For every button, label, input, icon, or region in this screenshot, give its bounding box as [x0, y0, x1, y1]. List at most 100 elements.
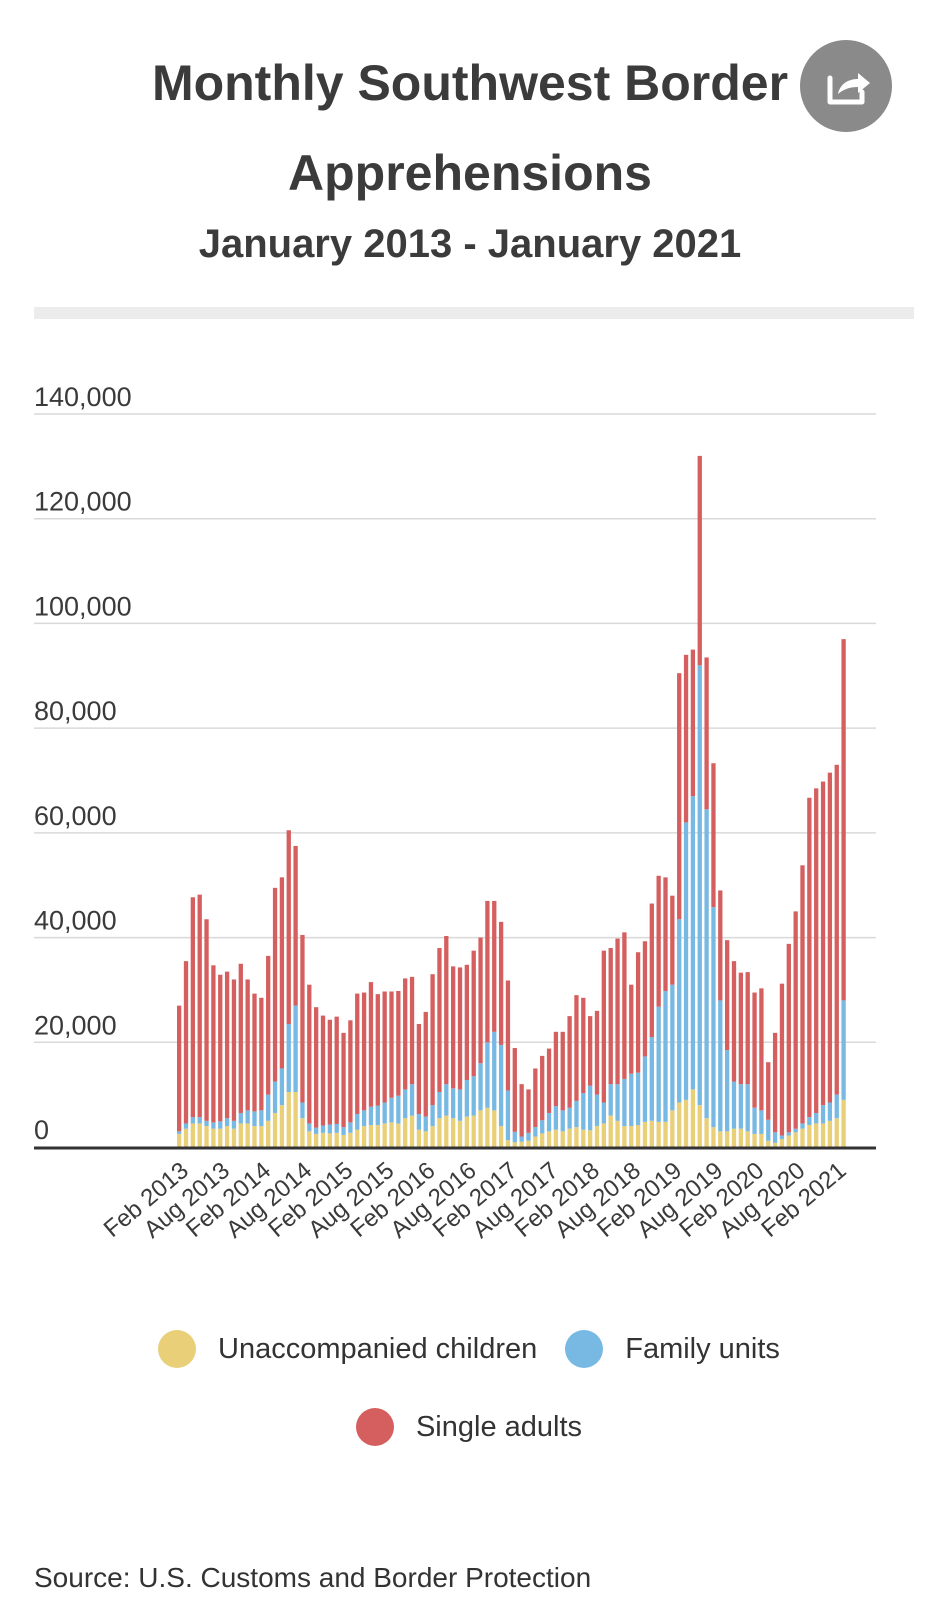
- bar-segment: [492, 1031, 497, 1111]
- bar-segment: [266, 955, 271, 1095]
- bar-segment: [451, 966, 456, 1089]
- bar-segment: [745, 972, 750, 1085]
- chart-subtitle: January 2013 - January 2021: [198, 222, 742, 266]
- bar-segment: [711, 907, 716, 1128]
- bar-segment: [814, 1112, 819, 1124]
- bar-segment: [629, 1073, 634, 1127]
- bar-segment: [183, 1123, 189, 1129]
- bar-segment: [341, 1127, 346, 1135]
- bar-segment: [224, 971, 230, 1119]
- bar-segment: [697, 1105, 702, 1147]
- bar-segment: [293, 845, 298, 1006]
- bar-segment: [279, 1105, 285, 1147]
- bar-segment: [697, 455, 702, 666]
- bar-segment: [588, 1016, 593, 1086]
- bar-segment: [238, 963, 243, 1113]
- bar-segment: [231, 1120, 237, 1129]
- bar-segment: [731, 961, 737, 1082]
- bar-segment: [711, 1127, 716, 1147]
- bar-segment: [409, 976, 415, 1085]
- bar-segment: [690, 649, 696, 797]
- bar-segment: [519, 1141, 524, 1147]
- bar-segment: [827, 1102, 833, 1121]
- bar-segment: [444, 1115, 449, 1147]
- bar-segment: [403, 1118, 408, 1147]
- bar-segment: [478, 937, 483, 1064]
- bar-segment: [683, 654, 689, 823]
- bar-segment: [779, 1139, 785, 1147]
- bar-segment: [642, 1056, 648, 1122]
- bar-segment: [786, 943, 791, 1133]
- bar-segment: [314, 1007, 319, 1128]
- bar-segment: [731, 1128, 737, 1147]
- bar-segment: [629, 984, 634, 1074]
- bar-segment: [608, 948, 613, 1085]
- bar-segment: [834, 1094, 839, 1119]
- bar-segment: [320, 1015, 326, 1126]
- y-tick-label: 60,000: [34, 801, 117, 831]
- bar-segment: [341, 1032, 346, 1128]
- bar-segment: [779, 1135, 785, 1140]
- bar-segment: [498, 921, 504, 1045]
- y-tick-label: 100,000: [34, 591, 132, 621]
- bar-segment: [485, 1107, 490, 1147]
- bar-segment: [704, 809, 709, 1119]
- bar-segment: [512, 1048, 517, 1132]
- bar-segment: [601, 1123, 606, 1147]
- bar-segment: [327, 1124, 332, 1134]
- bar-segment: [526, 1089, 531, 1133]
- bar-segment: [279, 1068, 285, 1106]
- bar-segment: [594, 1010, 600, 1095]
- bar-segment: [670, 895, 675, 985]
- legend-item-family-units: Family units: [565, 1330, 780, 1368]
- bar-segment: [437, 1092, 442, 1119]
- legend-label-children: Unaccompanied children: [218, 1332, 538, 1365]
- bar-segment: [293, 1005, 298, 1093]
- bar-segment: [793, 911, 798, 1129]
- bar-segment: [190, 897, 195, 1118]
- bar-segment: [478, 1110, 483, 1147]
- bar-segment: [553, 1031, 559, 1107]
- bar-segment: [204, 1120, 209, 1127]
- bar-segment: [800, 865, 805, 1124]
- bar-segment: [272, 887, 278, 1082]
- bar-segment: [245, 979, 250, 1111]
- bar-segment: [464, 1079, 469, 1117]
- bar-segment: [464, 1116, 469, 1147]
- bar-segment: [368, 1106, 374, 1126]
- bar-segment: [649, 1037, 654, 1121]
- y-tick-label: 0: [34, 1115, 49, 1145]
- bar-segment: [334, 1016, 339, 1124]
- bar-segment: [588, 1130, 593, 1147]
- bar-segment: [738, 972, 743, 1085]
- bar-segment: [423, 1116, 428, 1132]
- bar-segment: [677, 919, 682, 1103]
- bar-segment: [635, 952, 641, 1073]
- bar-segment: [807, 1117, 812, 1126]
- bar-segment: [492, 900, 497, 1032]
- bar-segment: [519, 1136, 524, 1142]
- bar-segment: [786, 1135, 791, 1147]
- bar-segment: [307, 1123, 312, 1132]
- bar-segment: [759, 1110, 764, 1134]
- bar-segment: [766, 1062, 771, 1120]
- bar-segment: [553, 1129, 559, 1147]
- bar-segment: [772, 1032, 778, 1133]
- bar-segment: [430, 974, 435, 1106]
- bar-segment: [300, 1118, 305, 1147]
- bar-segment: [485, 1042, 490, 1108]
- legend-label-adults: Single adults: [415, 1410, 583, 1443]
- bar-segment: [320, 1132, 326, 1147]
- bar-segment: [252, 1111, 257, 1127]
- bar-segment: [656, 875, 661, 1007]
- bar-segment: [252, 993, 257, 1112]
- bar-segment: [409, 1084, 415, 1116]
- share-button[interactable]: [800, 40, 892, 132]
- bar-segment: [690, 796, 696, 1090]
- bar-segment: [334, 1123, 339, 1133]
- bar-segment: [779, 983, 785, 1136]
- bar-segment: [286, 830, 291, 1024]
- bar-segment: [348, 1122, 353, 1133]
- bar-segment: [361, 1126, 367, 1147]
- bar-segment: [375, 1125, 380, 1147]
